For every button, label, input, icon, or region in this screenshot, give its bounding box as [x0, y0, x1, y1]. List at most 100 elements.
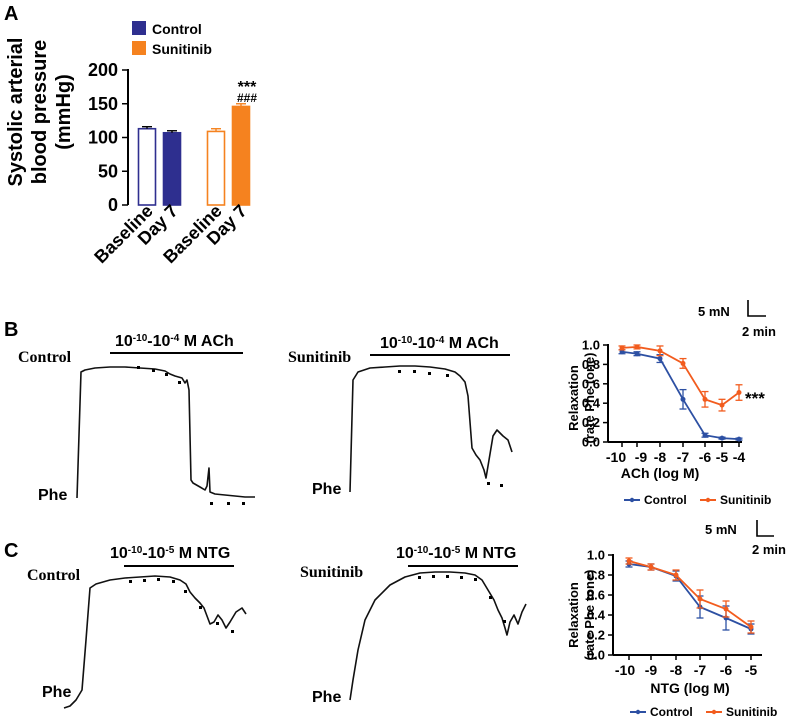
- y-tick-label: 50: [98, 161, 118, 181]
- data-point: [648, 564, 654, 570]
- x-tick-label: -5: [716, 449, 729, 465]
- y-axis-title-line1: Relaxation: [566, 582, 581, 648]
- trace-line: [63, 575, 247, 709]
- bar: [231, 105, 251, 206]
- y-axis-title-line2: (rate Phe tone): [582, 569, 597, 660]
- x-tick-label: -4: [733, 449, 746, 465]
- plot-area: [625, 557, 755, 635]
- y-axis-title-line3: (mmHg): [53, 74, 75, 150]
- x-axis-title: NTG (log M): [650, 680, 729, 696]
- line-chart-ach: Relaxation (rate Phe tone) 0.00.20.40.60…: [566, 338, 771, 508]
- dose-markers: [398, 370, 503, 487]
- axes: 0.0 0.2 0.4 0.6 0.8 1.0 -10 -9 -8 -7 -6 -5: [587, 548, 762, 678]
- x-tick-label: -10: [606, 449, 626, 465]
- legend-marker-control: [629, 497, 635, 503]
- series-control: [625, 560, 755, 635]
- legend-label-sunitinib: Sunitinib: [720, 493, 771, 507]
- trace-b-control: Control Phe 10-10-10-4 M ACh: [18, 333, 255, 505]
- legend-label-sunitinib: Sunitinib: [726, 705, 777, 719]
- y-tick-label: 0.4: [587, 608, 606, 623]
- data-point: [619, 345, 625, 351]
- y-tick-label: 0.8: [582, 357, 600, 372]
- y-tick-label: 0.4: [582, 396, 601, 411]
- axes: 0.0 0.2 0.4 0.6 0.8 1.0 -10 -9 -8 -7 -6 -5 -4: [582, 338, 746, 466]
- x-tick-label: -9: [635, 449, 648, 465]
- scale-bar-lines: [747, 300, 766, 317]
- scale-force-label: 5 mN: [705, 522, 737, 537]
- y-tick-label: 0.6: [587, 588, 605, 603]
- data-point: [748, 624, 754, 630]
- y-axis-title-line2: blood pressure: [29, 40, 51, 184]
- trace-title: Control: [18, 349, 72, 366]
- line-chart-ntg: Relaxation (rate Phe tone) 0.00.20.40.60…: [566, 548, 777, 719]
- series-control: [618, 349, 743, 442]
- dose-label: 10-10-10-4 M ACh: [115, 333, 234, 351]
- series-line: [621, 350, 740, 440]
- dose-label: 10-10-10-5 M NTG: [110, 545, 230, 563]
- x-tick-label: -7: [677, 449, 690, 465]
- data-point: [657, 356, 663, 362]
- legend: Control Sunitinib: [624, 493, 771, 507]
- dose-label: 10-10-10-4 M ACh: [380, 335, 499, 353]
- y-tick-label: 0.2: [582, 415, 600, 430]
- legend-label-control: Control: [650, 705, 693, 719]
- y-tick-label: 1.0: [582, 338, 600, 353]
- trace-line: [349, 365, 513, 493]
- x-tick-label: -6: [720, 662, 733, 678]
- data-point: [697, 596, 703, 602]
- y-axis-title: Systolic arterial blood pressure (mmHg): [5, 38, 75, 187]
- legend-swatch-sunitinib: [132, 41, 146, 55]
- data-point: [736, 390, 742, 396]
- annotation-significance: ***: [745, 389, 765, 408]
- series-line: [628, 563, 752, 630]
- bar: [162, 131, 182, 206]
- legend-marker-sunitinib: [711, 709, 717, 715]
- phe-label: Phe: [38, 487, 67, 504]
- y-tick-label: 150: [88, 94, 118, 114]
- dose-markers: [418, 575, 506, 623]
- panel-label-a: A: [4, 3, 18, 25]
- data-point: [680, 396, 686, 402]
- trace-c-sunitinib: Sunitinib Phe 10-10-10-5 M NTG: [300, 545, 527, 706]
- y-tick-label: 1.0: [587, 548, 605, 563]
- data-point: [702, 432, 708, 438]
- scale-bar-c: 5 mN 2 min: [705, 520, 786, 557]
- y-axis-title-line1: Relaxation: [566, 365, 581, 431]
- trace-line: [76, 366, 255, 499]
- scale-bar-b: 5 mN 2 min: [698, 300, 776, 339]
- legend-label-sunitinib: Sunitinib: [152, 41, 212, 57]
- data-point: [719, 435, 725, 441]
- legend-marker-sunitinib: [705, 497, 711, 503]
- bar: [206, 130, 226, 206]
- annotation-significance-2: ###: [237, 91, 257, 105]
- legend-swatch-control: [132, 21, 146, 35]
- data-point: [723, 606, 729, 612]
- bar: [137, 127, 157, 206]
- dose-markers: [137, 366, 245, 505]
- x-tick-label: -8: [670, 662, 683, 678]
- y-tick-label: 100: [88, 128, 118, 148]
- x-tick-label: -6: [699, 449, 712, 465]
- y-tick-label: 0: [108, 195, 118, 215]
- data-point: [619, 349, 625, 355]
- bar-chart-blood-pressure: Control Sunitinib Systolic arterial bloo…: [5, 21, 257, 267]
- panel-label-c: C: [4, 540, 18, 562]
- dose-label: 10-10-10-5 M NTG: [396, 545, 516, 563]
- legend-marker-control: [635, 709, 641, 715]
- x-tick-label: -10: [615, 662, 635, 678]
- data-point: [626, 558, 632, 564]
- series-sunitinib: [618, 344, 743, 412]
- data-point: [634, 351, 640, 357]
- y-tick-label: 0.0: [587, 648, 605, 663]
- data-point: [680, 360, 686, 366]
- dose-markers: [129, 578, 234, 633]
- y-axis: 0 50 100 150 200: [88, 60, 129, 215]
- data-point: [673, 572, 679, 578]
- y-axis-title-line1: Systolic arterial: [5, 38, 27, 187]
- legend-label-control: Control: [644, 493, 687, 507]
- x-tick-label: -9: [645, 662, 658, 678]
- data-point: [702, 396, 708, 402]
- legend-label-control: Control: [152, 21, 202, 37]
